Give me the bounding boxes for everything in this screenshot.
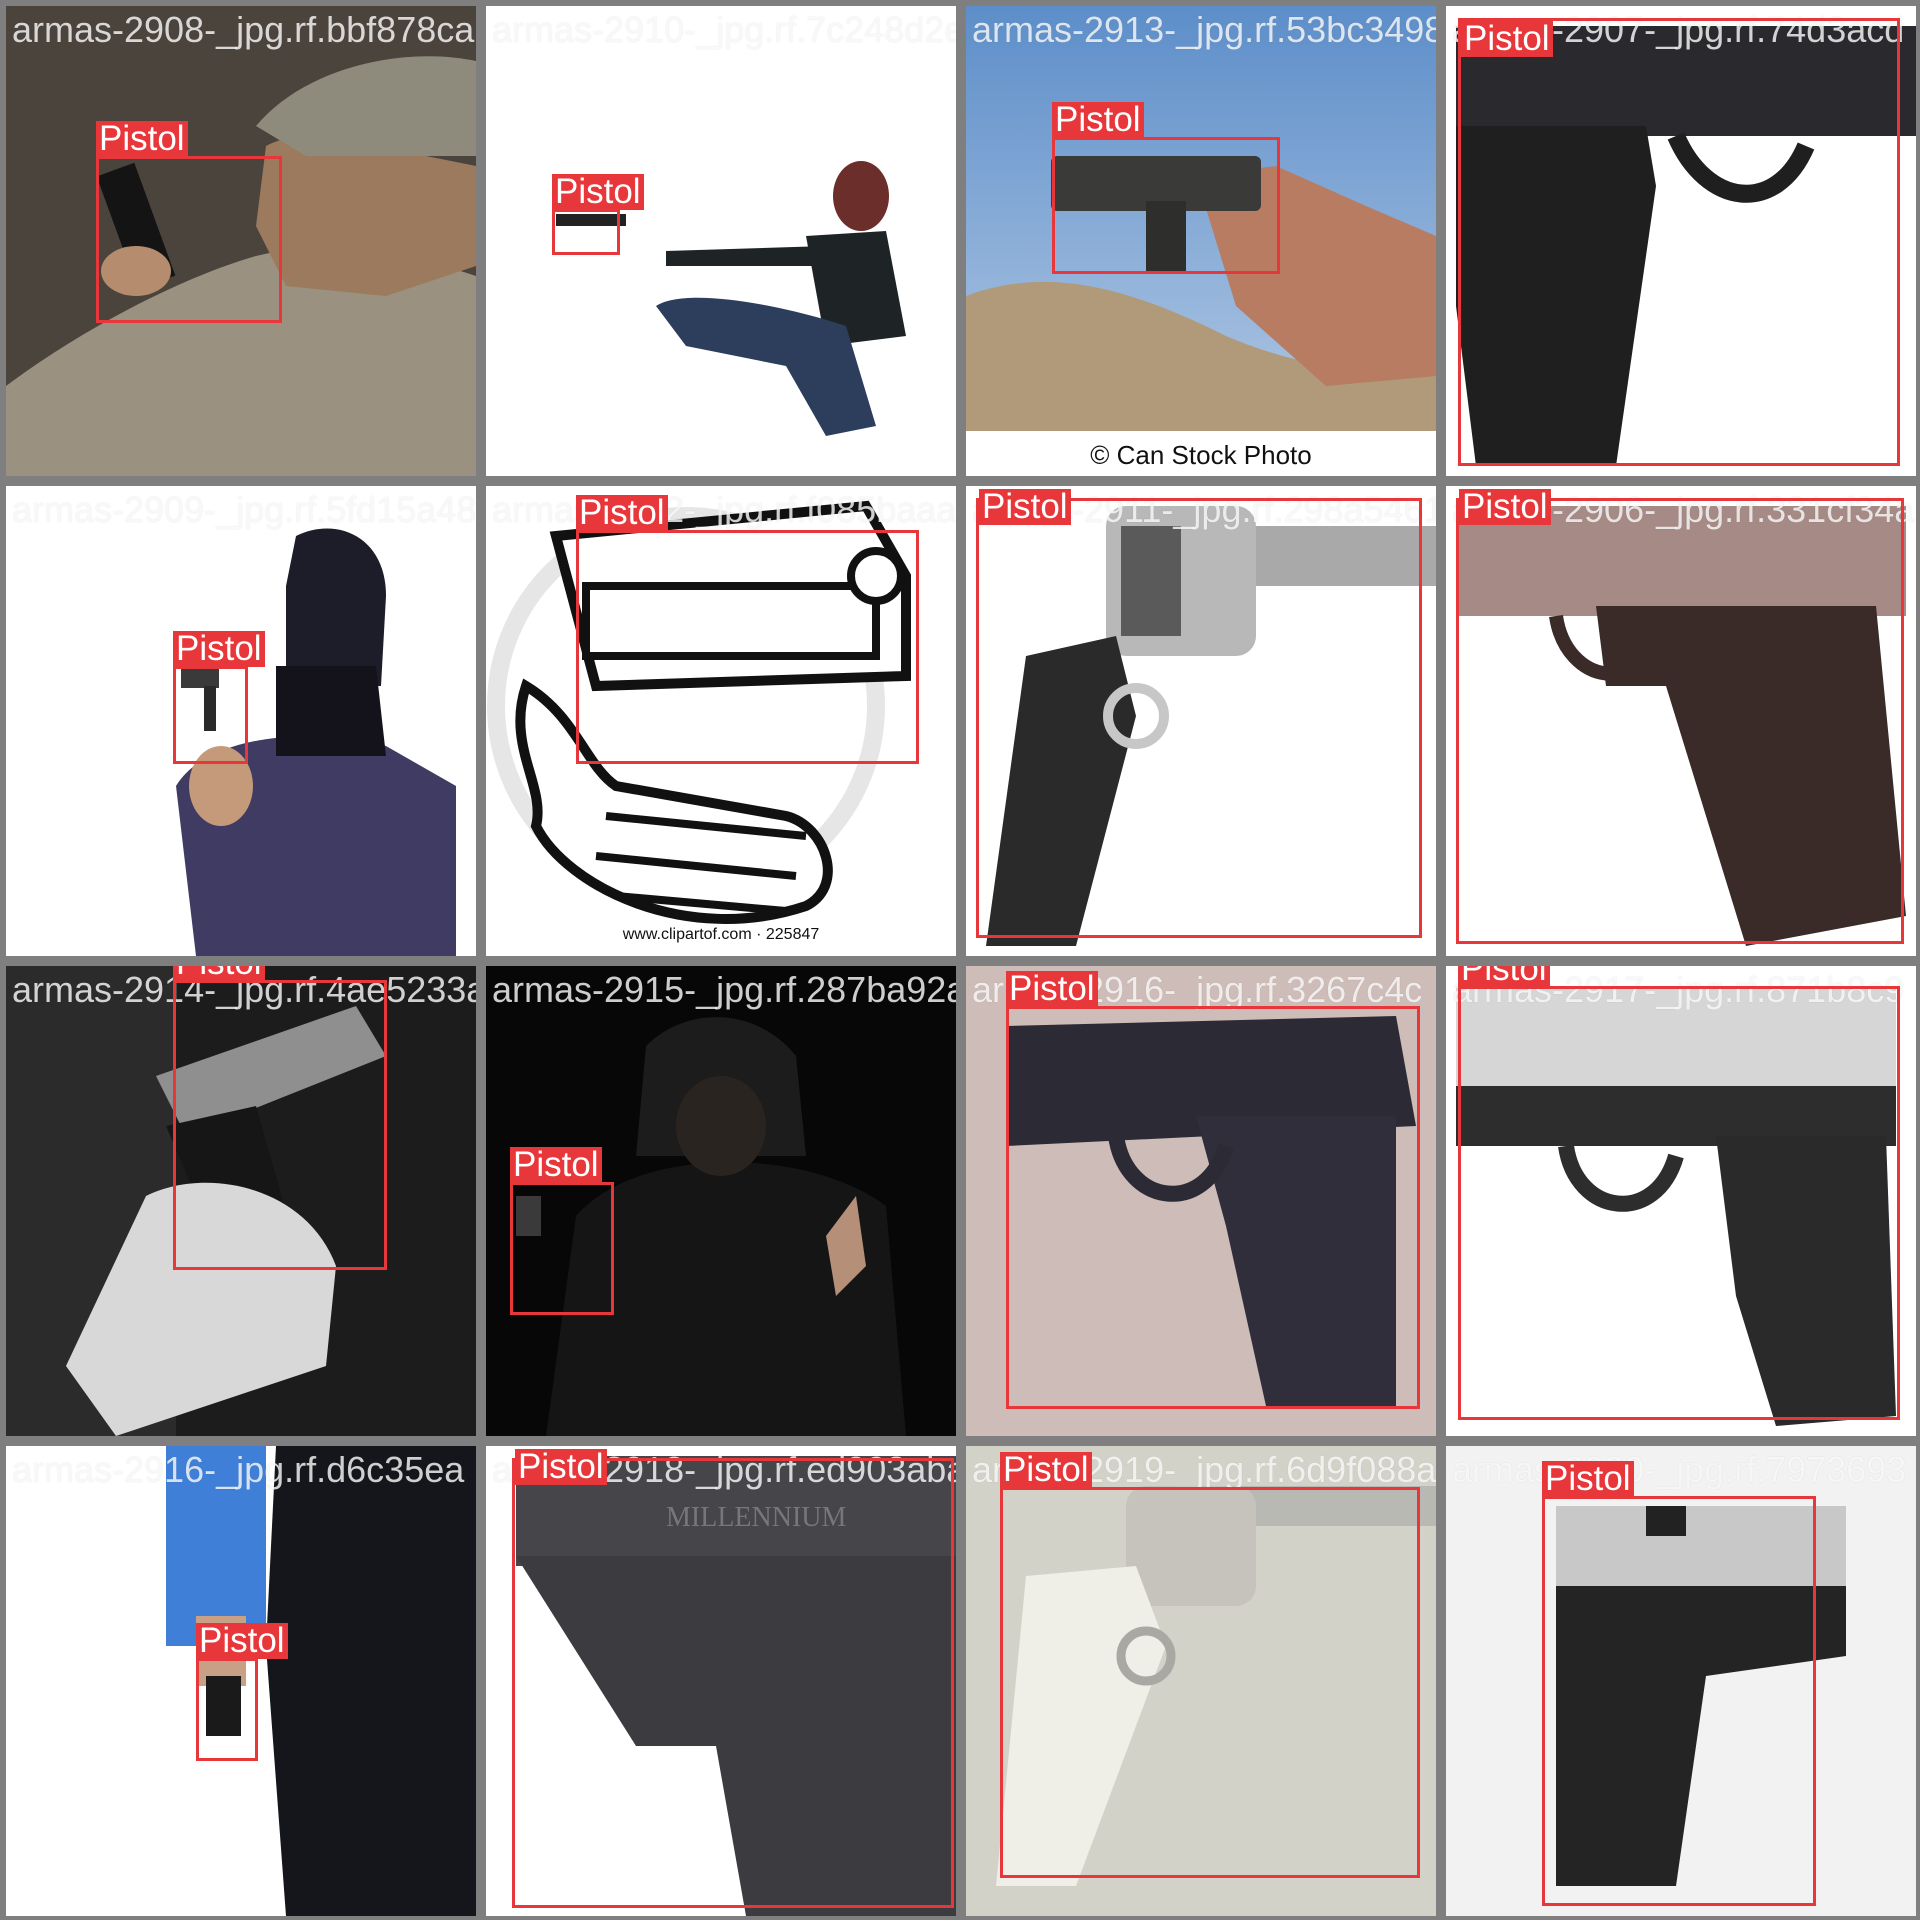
detection-box: Pistol bbox=[173, 631, 265, 764]
detection-label: Pistol bbox=[979, 489, 1071, 525]
filename: armas-2920-_jpg.rf.7973693 bbox=[1452, 1449, 1907, 1490]
photo-woman-kneeling-aiming bbox=[486, 6, 956, 476]
brand-engraving: MILLENNIUM bbox=[666, 1502, 847, 1533]
detection-label: Pistol bbox=[96, 121, 188, 157]
detection-box: Pistol bbox=[1456, 489, 1904, 944]
detection-box: Pistol bbox=[1458, 966, 1900, 1420]
detection-box: Pistol bbox=[1052, 102, 1280, 274]
photo-masked-man-revolver bbox=[6, 486, 476, 956]
photo-clipart-pointing-gun bbox=[486, 486, 956, 956]
filename: armas-2909-_jpg.rf.5fd15a4888462a2e2 bbox=[12, 489, 476, 530]
tile-3[interactable]: © Can Stock Photo armas-2913-_jpg.rf.53b… bbox=[966, 6, 1436, 476]
detection-label: Pistol bbox=[1542, 1461, 1634, 1497]
tile-8[interactable]: armas-2906-_jpg.rf.331cf34a Pistol bbox=[1446, 486, 1916, 956]
tile-7[interactable]: armas-2911-_jpg.rf.298a54618 Pistol bbox=[966, 486, 1436, 956]
detection-label: Pistol bbox=[173, 966, 265, 981]
tile-1[interactable]: armas-2908-_jpg.rf.bbf878ca24ff7a7868ae … bbox=[6, 6, 476, 476]
detection-box: Pistol bbox=[552, 174, 644, 255]
detection-box: Pistol bbox=[512, 1449, 954, 1908]
tile-16[interactable]: armas-2920-_jpg.rf.7973693 Pistol bbox=[1446, 1446, 1916, 1916]
photo-small-pistol-blurred bbox=[1446, 1446, 1916, 1916]
photo-pistol-side-closeup bbox=[1446, 486, 1916, 956]
detection-label: Pistol bbox=[173, 631, 265, 667]
detection-box: Pistol bbox=[1000, 1452, 1420, 1878]
photo-pistol-closeup bbox=[1446, 6, 1916, 476]
photo-man-holding-gun-side bbox=[6, 1446, 476, 1916]
tile-14[interactable]: MILLENNIUM armas-2918-_jpg.rf.ed903abab … bbox=[486, 1446, 956, 1916]
tile-10[interactable]: armas-2915-_jpg.rf.287ba92a6 Pistol bbox=[486, 966, 956, 1436]
detection-box: Pistol bbox=[510, 1147, 614, 1315]
tile-4[interactable]: armas-2907-_jpg.rf.74d3acd Pistol bbox=[1446, 6, 1916, 476]
tile-2[interactable]: armas-2910-_jpg.rf.7c248d2e3e7d413bbb0e … bbox=[486, 6, 956, 476]
tile-9[interactable]: armas-2914-_jpg.rf.4ae5233a0d7e Pistol bbox=[6, 966, 476, 1436]
detection-box: Pistol bbox=[1458, 18, 1900, 466]
photo-two-tone-pistol bbox=[1446, 966, 1916, 1436]
watermark-caption: © Can Stock Photo bbox=[1090, 440, 1312, 470]
tile-11[interactable]: armas-2916-_jpg.rf.3267c4c Pistol bbox=[966, 966, 1436, 1436]
detection-label: Pistol bbox=[1458, 966, 1550, 987]
detection-box: Pistol bbox=[1542, 1461, 1816, 1906]
tile-13[interactable]: armas-2916-_jpg.rf.d6c35ea Pistol bbox=[6, 1446, 476, 1916]
photo-pearl-grip-revolver bbox=[966, 1446, 1436, 1916]
detection-label: Pistol bbox=[576, 495, 668, 531]
filename: armas-2916-_jpg.rf.d6c35ea bbox=[12, 1449, 465, 1490]
photo-soldier-aiming-pistol bbox=[6, 6, 476, 476]
tile-15[interactable]: armas-2919-_jpg.rf.6d9f088a Pistol bbox=[966, 1446, 1436, 1916]
filename: armas-2910-_jpg.rf.7c248d2e3e7d413bbb0e bbox=[492, 9, 956, 50]
detection-box: Pistol bbox=[1006, 971, 1420, 1409]
filename: armas-2915-_jpg.rf.287ba92a6 bbox=[492, 969, 956, 1010]
detection-label: Pistol bbox=[1052, 102, 1144, 138]
detection-label: Pistol bbox=[515, 1449, 607, 1485]
detection-label: Pistol bbox=[196, 1623, 288, 1659]
tile-6[interactable]: www.clipartof.com · 225847 armas-2912-_j… bbox=[486, 486, 956, 956]
detection-box: Pistol bbox=[976, 489, 1422, 938]
detection-label: Pistol bbox=[1461, 21, 1553, 57]
detection-label: Pistol bbox=[1459, 489, 1551, 525]
detection-box: Pistol bbox=[196, 1623, 288, 1761]
filename: armas-2913-_jpg.rf.53bc34986 bbox=[972, 9, 1436, 50]
filename: armas-2908-_jpg.rf.bbf878ca24ff7a7868ae bbox=[12, 9, 476, 50]
detection-label: Pistol bbox=[1006, 971, 1098, 1007]
detection-label: Pistol bbox=[552, 174, 644, 210]
watermark-caption: www.clipartof.com · 225847 bbox=[622, 926, 820, 943]
photo-hand-holding-pistol-sky bbox=[966, 6, 1436, 476]
photo-revolver-closeup bbox=[966, 486, 1436, 956]
tile-12[interactable]: armas-2917-_jpg.rf.871b8c9 Pistol bbox=[1446, 966, 1916, 1436]
detection-box: Pistol bbox=[576, 495, 919, 764]
photo-hand-holding-pistol-bw bbox=[6, 966, 476, 1436]
detection-label: Pistol bbox=[1000, 1452, 1092, 1488]
detection-box: Pistol bbox=[96, 121, 282, 323]
detection-box: Pistol bbox=[173, 966, 387, 1270]
photo-hooded-man-dark bbox=[486, 966, 956, 1436]
detection-label: Pistol bbox=[510, 1147, 602, 1183]
tile-5[interactable]: armas-2909-_jpg.rf.5fd15a4888462a2e2 Pis… bbox=[6, 486, 476, 956]
photo-pistol-on-carpet bbox=[966, 966, 1436, 1436]
filename: armas-2912-_jpg.rf.f085baaab0dae2e3ee1 bbox=[492, 489, 956, 530]
